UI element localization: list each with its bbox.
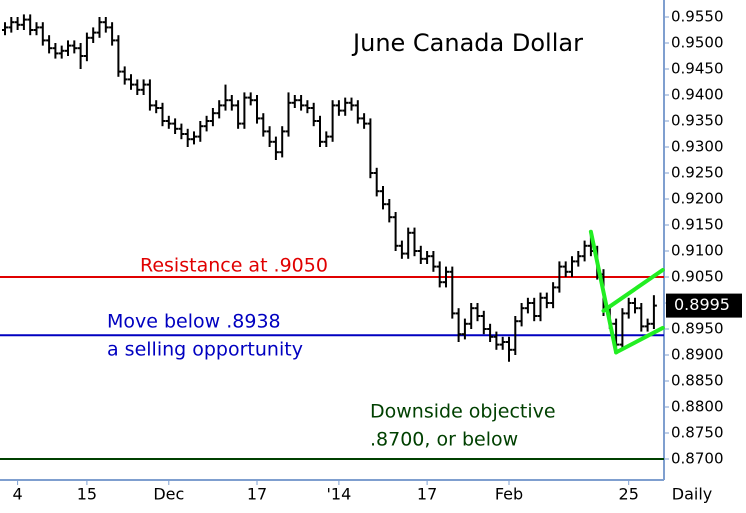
pattern-line <box>588 229 619 355</box>
x-tick-label: 4 <box>13 485 23 504</box>
annotation: a selling opportunity <box>107 339 303 361</box>
y-tick-label: 0.9550 <box>671 8 724 26</box>
y-tick-label: 0.8800 <box>671 397 724 415</box>
y-tick-label: 0.8950 <box>671 319 724 337</box>
x-tick-label: Feb <box>495 485 523 504</box>
y-tick-label: 0.9500 <box>671 34 724 52</box>
last-price-box <box>666 293 742 318</box>
x-tick-label: 25 <box>619 485 639 504</box>
y-tick-label: 0.8850 <box>671 371 724 389</box>
last-price-label: 0.8995 <box>674 295 730 314</box>
x-tick-label: 17 <box>247 485 267 504</box>
y-tick-label: 0.9150 <box>671 215 724 233</box>
x-axis-label: Daily <box>672 485 712 504</box>
pattern-line <box>614 325 665 355</box>
annotation: Resistance at .9050 <box>140 255 328 277</box>
x-tick-label: 15 <box>77 485 97 504</box>
x-tick-label: Dec <box>153 485 184 504</box>
y-tick-label: 0.8700 <box>671 449 724 467</box>
chart-title: June Canada Dollar <box>351 29 583 57</box>
y-tick-label: 0.9200 <box>671 189 724 207</box>
y-tick-label: 0.9450 <box>671 60 724 78</box>
x-tick-label: 17 <box>417 485 437 504</box>
pattern-line <box>601 267 665 313</box>
annotation: .8700, or below <box>370 429 518 451</box>
y-tick-label: 0.9400 <box>671 86 724 104</box>
y-tick-label: 0.9250 <box>671 163 724 181</box>
y-tick-label: 0.8750 <box>671 423 724 441</box>
y-tick-label: 0.9100 <box>671 241 724 259</box>
y-tick-label: 0.9350 <box>671 112 724 130</box>
y-tick-label: 0.9300 <box>671 138 724 156</box>
y-tick-label: 0.8900 <box>671 345 724 363</box>
annotation: Move below .8938 <box>107 311 281 333</box>
x-tick-label: '14 <box>327 485 352 504</box>
y-tick-label: 0.9050 <box>671 267 724 285</box>
annotation: Downside objective <box>370 401 556 423</box>
